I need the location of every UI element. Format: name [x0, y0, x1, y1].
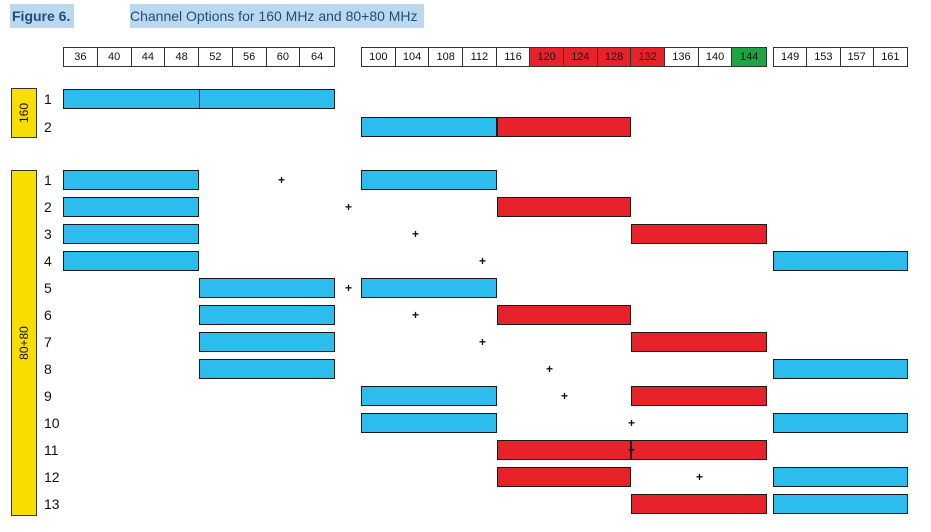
- channel-block: [631, 332, 767, 352]
- channel-number: 104: [396, 48, 430, 66]
- channel-block: [773, 494, 908, 514]
- row-number: 1: [44, 172, 52, 188]
- plus-sign: +: [628, 443, 636, 457]
- channel-number: 144: [732, 48, 767, 66]
- plus-sign: +: [345, 281, 353, 295]
- channel-number: 149: [774, 48, 808, 66]
- plus-sign: +: [479, 335, 487, 349]
- group-160-bar: 160: [11, 88, 37, 138]
- channel-number: 128: [597, 48, 632, 66]
- channel-block: [773, 251, 908, 271]
- channel-block: [361, 386, 497, 406]
- figure-title: Channel Options for 160 MHz and 80+80 MH…: [130, 4, 424, 28]
- channel-block: [63, 224, 199, 244]
- channel-header-group: 100 104 108 112 116 120 124 128 132 136 140 144: [361, 47, 767, 67]
- plus-sign: +: [412, 308, 420, 322]
- channel-block: [497, 117, 631, 137]
- plus-sign: +: [628, 416, 636, 430]
- row-number: 13: [44, 496, 60, 512]
- figure-label: Figure 6.: [10, 4, 75, 28]
- channel-block: [199, 359, 335, 379]
- group-160-label: 160: [17, 102, 31, 124]
- channel-number: 120: [530, 48, 565, 66]
- channel-block: [497, 467, 631, 487]
- row-number: 5: [44, 280, 52, 296]
- plus-sign: +: [278, 173, 286, 187]
- row-number: 9: [44, 388, 52, 404]
- row-number: 2: [44, 119, 52, 135]
- channel-number: 132: [631, 48, 666, 66]
- plus-sign: +: [345, 200, 353, 214]
- channel-block: [497, 440, 631, 460]
- channel-block: [631, 494, 767, 514]
- channel-number: 36: [64, 48, 98, 66]
- channel-block: [631, 440, 767, 460]
- channel-number: 60: [267, 48, 301, 66]
- channel-number: 124: [564, 48, 598, 66]
- channel-number: 100: [362, 48, 396, 66]
- channel-block: [63, 170, 199, 190]
- channel-block: [497, 305, 631, 325]
- channel-number: 116: [497, 48, 531, 66]
- row-number: 10: [44, 415, 60, 431]
- channel-block: [63, 197, 199, 217]
- row-number: 2: [44, 199, 52, 215]
- channel-block: [199, 305, 335, 325]
- channel-number: 56: [233, 48, 267, 66]
- row-number: 1: [44, 91, 52, 107]
- channel-number: 157: [841, 48, 874, 66]
- row-number: 6: [44, 307, 52, 323]
- row-number: 8: [44, 361, 52, 377]
- channel-block: [773, 413, 908, 433]
- channel-block: [361, 117, 497, 137]
- block-divider: [199, 90, 200, 108]
- channel-block: [773, 467, 908, 487]
- channel-block: [361, 170, 497, 190]
- channel-number: 136: [665, 48, 699, 66]
- channel-block: [63, 251, 199, 271]
- row-number: 7: [44, 334, 52, 350]
- channel-block: [773, 359, 908, 379]
- channel-block: [361, 278, 497, 298]
- channel-number: 64: [311, 51, 324, 63]
- channel-block: [199, 332, 335, 352]
- channel-number: 140: [699, 48, 733, 66]
- group-8080-label: 80+80: [17, 326, 31, 360]
- channel-block: [63, 89, 335, 109]
- plus-sign: +: [479, 254, 487, 268]
- row-number: 4: [44, 253, 52, 269]
- channel-number: 108: [429, 48, 464, 66]
- channel-header-group: 36 40 44 48 52 56 60 64: [63, 47, 335, 67]
- channel-block: [497, 197, 631, 217]
- plus-sign: +: [412, 227, 420, 241]
- channel-number: 44: [132, 48, 166, 66]
- plus-sign: +: [561, 389, 569, 403]
- channel-header-group: 149 153 157 161: [773, 47, 908, 67]
- channel-block: [631, 386, 767, 406]
- plus-sign: +: [696, 470, 704, 484]
- channel-number: 52: [199, 48, 233, 66]
- row-number: 11: [44, 442, 59, 458]
- row-number: 12: [44, 469, 60, 485]
- channel-number: 48: [165, 48, 199, 66]
- channel-block: [199, 278, 335, 298]
- channel-number: 112: [463, 48, 497, 66]
- row-number: 3: [44, 226, 52, 242]
- group-8080-bar: 80+80: [11, 170, 37, 516]
- channel-block: [361, 413, 497, 433]
- channel-number: 40: [98, 48, 132, 66]
- plus-sign: +: [546, 362, 554, 376]
- channel-number: 161: [881, 51, 900, 63]
- channel-number: 153: [807, 48, 841, 66]
- channel-block: [631, 224, 767, 244]
